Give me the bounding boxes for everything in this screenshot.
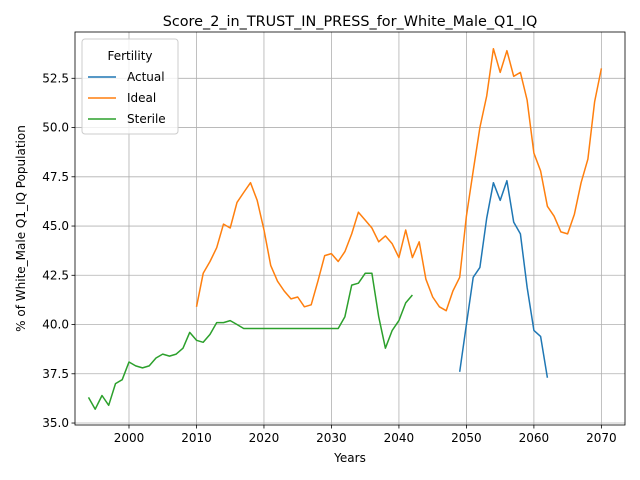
legend-box: [81, 38, 179, 135]
y-tick-label: 50.0: [42, 121, 69, 135]
x-tick-label: 2060: [519, 431, 550, 445]
y-tick-label: 35.0: [42, 416, 69, 430]
x-tick-label: 2020: [249, 431, 280, 445]
x-tick-label: 2000: [114, 431, 145, 445]
legend-label-sterile: Sterile: [127, 112, 166, 126]
y-tick-label: 47.5: [42, 170, 69, 184]
plot-frame: [74, 31, 626, 426]
x-tick-label: 2070: [586, 431, 617, 445]
y-tick-label: 45.0: [42, 219, 69, 233]
x-tick-label: 2010: [181, 431, 212, 445]
y-tick-label: 37.5: [42, 367, 69, 381]
y-axis-label: % of White_Male Q1_IQ Population: [14, 125, 28, 332]
legend-label-actual: Actual: [127, 70, 165, 84]
series-line-sterile: [87, 272, 413, 410]
x-axis-label: Years: [333, 451, 366, 465]
legend-title: Fertility: [107, 49, 152, 63]
y-tick-label: 52.5: [42, 71, 69, 85]
series-lines: [87, 47, 603, 410]
y-tick-label: 40.0: [42, 318, 69, 332]
series-line-ideal: [195, 47, 603, 312]
grid: [75, 32, 625, 425]
y-tick-label: 42.5: [42, 268, 69, 282]
x-tick-label: 2050: [451, 431, 482, 445]
legend-label-ideal: Ideal: [127, 91, 156, 105]
axis-ticks: 2000 2010 2020 2030 2040 2050 2060 2070 35.0 37.5…: [42, 71, 616, 445]
x-tick-label: 2040: [384, 431, 415, 445]
series-line-actual: [458, 179, 549, 378]
x-tick-label: 2030: [316, 431, 347, 445]
chart-title: Score_2_in_TRUST_IN_PRESS_for_White_Male…: [163, 14, 538, 30]
legend: Fertility Actual Ideal Sterile: [81, 38, 179, 135]
